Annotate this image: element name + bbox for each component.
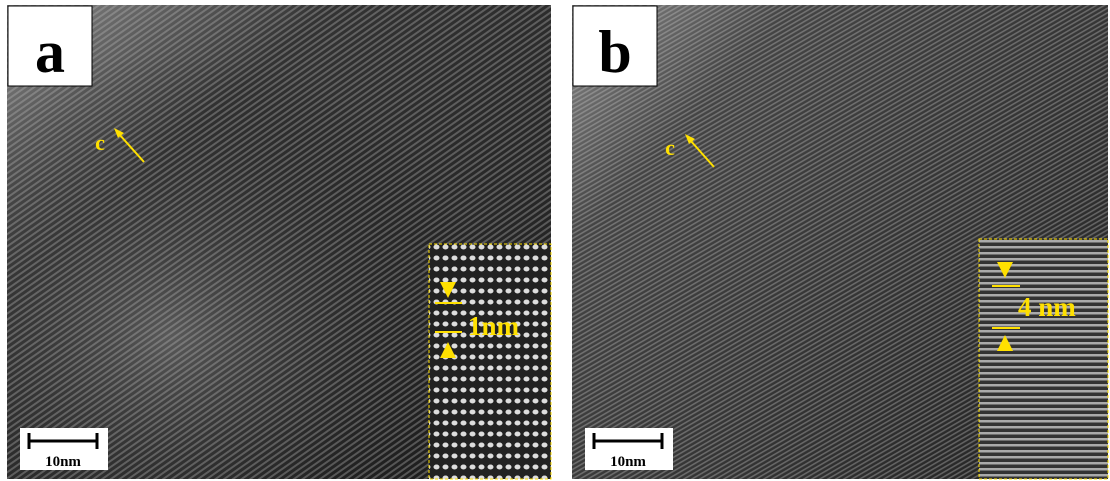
figure: a c 1nm 10nm b c 4 nm 10nm (0, 0, 1110, 481)
inset-label: 4 nm (1018, 292, 1076, 322)
axis-label: c (665, 135, 675, 160)
panel-label: a (35, 19, 65, 85)
axis-label: c (95, 130, 105, 155)
page: {"panels": [ {"label": "a", "axis_label"… (0, 0, 1110, 481)
panel-b: b c 4 nm 10nm (572, 5, 1108, 479)
inset (429, 244, 551, 479)
inset (979, 239, 1108, 479)
scale-bar-label: 10nm (45, 454, 81, 470)
panel-a: a c 1nm 10nm (7, 5, 551, 479)
scale-bar-label: 10nm (610, 454, 646, 470)
inset-label: 1nm (468, 311, 520, 341)
panel-label: b (598, 19, 631, 85)
